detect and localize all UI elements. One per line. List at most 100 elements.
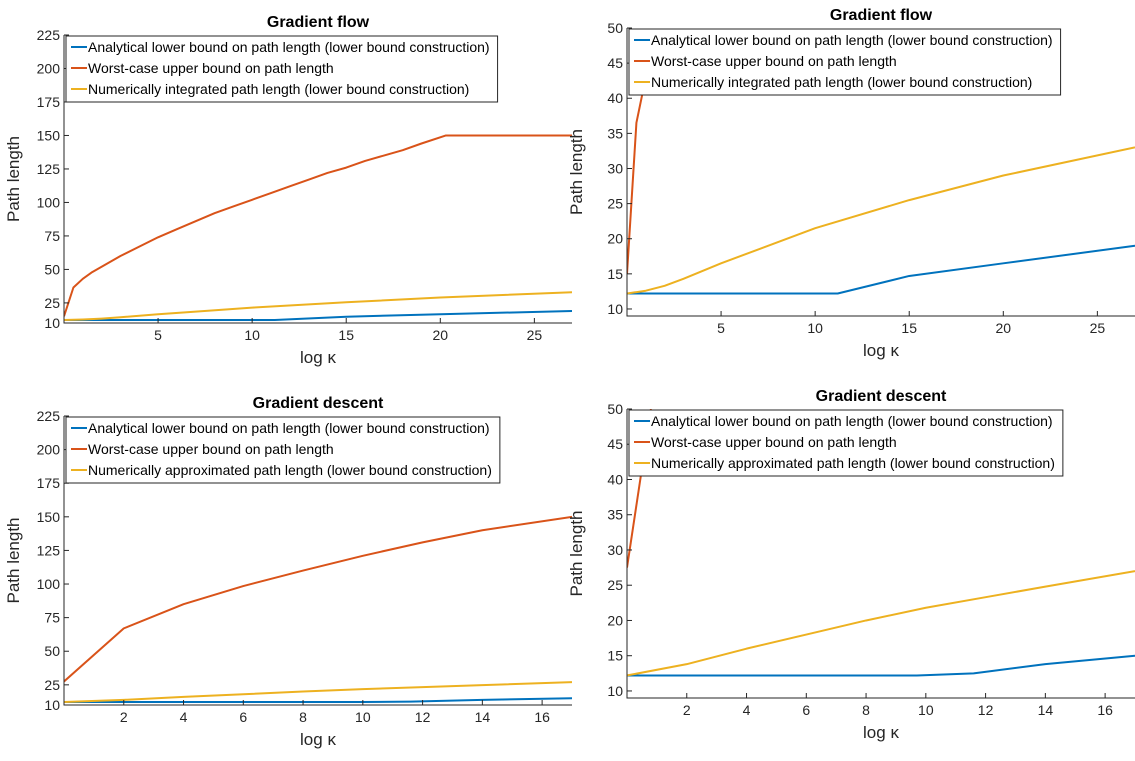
y-tick-label: 45: [607, 55, 623, 71]
y-tick-label: 175: [37, 475, 61, 491]
legend: Analytical lower bound on path length (l…: [628, 28, 1062, 96]
x-tick-label: 6: [802, 702, 810, 718]
series-line-3: [64, 681, 572, 704]
axis-lines: [626, 28, 1135, 317]
x-tick-label: 4: [180, 709, 188, 725]
y-tick-label: 20: [607, 612, 623, 628]
y-tick-label: 15: [607, 648, 623, 664]
legend-entry: Analytical lower bound on path length (l…: [651, 32, 1053, 48]
y-tick-label: 75: [44, 610, 60, 626]
legend-entry: Analytical lower bound on path length (l…: [88, 420, 490, 436]
series-line-3: [64, 291, 572, 322]
x-tick-label: 25: [1090, 320, 1106, 336]
x-tick-label: 5: [717, 320, 725, 336]
legend-box: [628, 409, 1064, 477]
series-line-2: [64, 134, 572, 317]
y-tick-label: 35: [607, 125, 623, 141]
series-line-1: [627, 654, 1135, 677]
chart-title: Gradient descent: [253, 395, 384, 412]
x-tick-label: 25: [527, 327, 543, 343]
legend-box: [65, 416, 501, 484]
y-tick-label: 50: [607, 401, 623, 417]
y-tick-label: 50: [607, 20, 623, 36]
series-line-3: [627, 146, 1135, 295]
y-tick-label: 35: [607, 507, 623, 523]
x-tick-label: 2: [120, 709, 128, 725]
y-tick-label: 100: [37, 576, 61, 592]
legend-entry: Numerically approximated path length (lo…: [88, 462, 492, 478]
y-tick-label: 10: [44, 315, 60, 331]
x-tick-label: 4: [743, 702, 751, 718]
y-tick-label: 25: [44, 295, 60, 311]
x-tick-label: 20: [996, 320, 1012, 336]
legend-box: [65, 35, 499, 103]
legend: Analytical lower bound on path length (l…: [65, 416, 501, 484]
chart-panel-2: 10 15 20 25 30 35 40 45 50 5 10 15 20 25 Gradient flow…: [567, 7, 1135, 360]
chart-panel-4: 10 15 20 25 30 35 40 45 50 2 4 6 8 10 12 14 16 Gradient d…: [567, 388, 1135, 742]
y-tick-label: 200: [37, 442, 61, 458]
y-tick-label: 100: [37, 194, 61, 210]
series-line-2: [64, 515, 572, 683]
y-tick-label: 150: [37, 127, 61, 143]
y-tick-label: 40: [607, 471, 623, 487]
y-tick-label: 75: [44, 228, 60, 244]
x-axis-label: log κ: [863, 723, 899, 742]
x-tick-label: 5: [154, 327, 162, 343]
x-tick-label: 15: [338, 327, 354, 343]
legend-entry: Numerically approximated path length (lo…: [651, 455, 1055, 471]
legend-entry: Numerically integrated path length (lowe…: [651, 74, 1032, 90]
y-axis-label: Path length: [4, 136, 23, 222]
y-axis-label: Path length: [4, 517, 23, 603]
y-tick-label: 10: [607, 683, 623, 699]
x-axis-label: log κ: [863, 341, 899, 360]
y-tick-label: 25: [607, 577, 623, 593]
legend: Analytical lower bound on path length (l…: [628, 409, 1064, 477]
chart-panel-3: 10 25 50 75 100 125 150 175 200 225 2 4 6 8 10 12 14 16 Gr…: [4, 395, 572, 749]
y-tick-label: 10: [607, 301, 623, 317]
y-tick-label: 175: [37, 94, 61, 110]
legend-entry: Analytical lower bound on path length (l…: [651, 413, 1053, 429]
x-tick-label: 6: [239, 709, 247, 725]
y-axis-label: Path length: [567, 510, 586, 596]
y-tick-label: 30: [607, 160, 623, 176]
series-line-1: [627, 244, 1135, 295]
x-tick-label: 16: [534, 709, 550, 725]
series-line-1: [64, 309, 572, 322]
x-tick-label: 8: [299, 709, 307, 725]
y-tick-label: 200: [37, 60, 61, 76]
y-tick-label: 10: [44, 697, 60, 713]
x-tick-label: 10: [918, 702, 934, 718]
legend-entry: Numerically integrated path length (lowe…: [88, 81, 469, 97]
legend-entry: Worst-case upper bound on path length: [651, 53, 897, 69]
axis-lines: [626, 409, 1135, 699]
legend-entry: Worst-case upper bound on path length: [651, 434, 897, 450]
legend-entry: Analytical lower bound on path length (l…: [88, 39, 490, 55]
x-tick-label: 10: [244, 327, 260, 343]
chart-title: Gradient descent: [816, 388, 947, 405]
x-tick-label: 16: [1097, 702, 1113, 718]
series-line-3: [627, 570, 1135, 677]
y-tick-label: 45: [607, 436, 623, 452]
legend-entry: Worst-case upper bound on path length: [88, 60, 334, 76]
chart-title: Gradient flow: [830, 7, 933, 24]
y-tick-label: 30: [607, 542, 623, 558]
y-tick-label: 125: [37, 161, 61, 177]
y-tick-label: 225: [37, 408, 61, 424]
y-tick-label: 20: [607, 231, 623, 247]
y-tick-label: 225: [37, 27, 61, 43]
y-tick-label: 40: [607, 90, 623, 106]
legend-entry: Worst-case upper bound on path length: [88, 441, 334, 457]
x-tick-label: 14: [475, 709, 491, 725]
chart-title: Gradient flow: [267, 14, 370, 31]
x-tick-label: 20: [433, 327, 449, 343]
y-tick-label: 25: [607, 196, 623, 212]
legend: Analytical lower bound on path length (l…: [65, 35, 499, 103]
y-tick-label: 125: [37, 542, 61, 558]
x-axis-label: log κ: [300, 348, 336, 367]
x-tick-label: 12: [978, 702, 994, 718]
x-tick-label: 12: [415, 709, 431, 725]
legend-box: [628, 28, 1062, 96]
y-tick-label: 150: [37, 509, 61, 525]
x-tick-label: 15: [901, 320, 917, 336]
